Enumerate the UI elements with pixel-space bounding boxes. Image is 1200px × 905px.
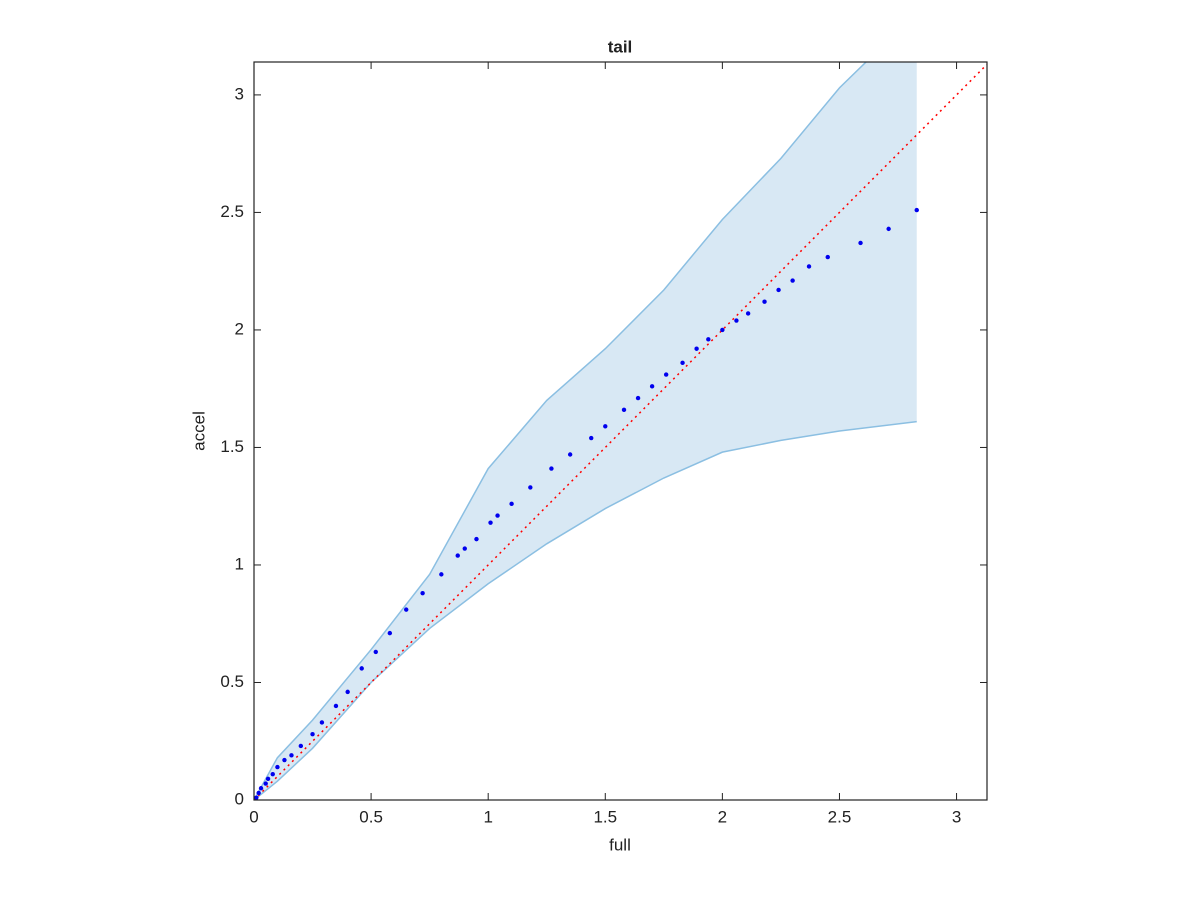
- data-point: [825, 254, 830, 260]
- y-tick-label: 0.5: [220, 672, 244, 691]
- data-point: [745, 311, 751, 316]
- data-point: [254, 795, 259, 800]
- data-point: [567, 452, 573, 457]
- data-point: [420, 590, 425, 596]
- x-tick-label: 0: [249, 807, 258, 826]
- data-point: [858, 240, 863, 246]
- x-tick-label: 0.5: [359, 807, 383, 826]
- data-point: [528, 485, 533, 490]
- data-point: [310, 731, 315, 737]
- axes-box: [253, 61, 988, 801]
- data-point: [474, 536, 479, 542]
- x-axis-label: full: [609, 835, 631, 854]
- data-point: [270, 771, 275, 777]
- x-tick-label: 1.5: [593, 807, 617, 826]
- band-upper-edge: [254, 62, 868, 800]
- data-point: [806, 264, 812, 269]
- data-point: [663, 372, 669, 377]
- y-tick-label: 0: [235, 789, 244, 808]
- y-axis-label: accel: [189, 411, 208, 451]
- band-lower-edge: [254, 420, 917, 800]
- data-point: [275, 764, 280, 770]
- data-point: [387, 630, 393, 636]
- data-point: [790, 278, 795, 283]
- data-point: [319, 720, 325, 725]
- data-point: [359, 666, 364, 671]
- y-tick-label: 2: [235, 319, 244, 338]
- data-point: [914, 207, 919, 213]
- x-tick-label: 2: [718, 807, 727, 826]
- data-point: [404, 607, 409, 612]
- y-tick-label: 2.5: [220, 202, 244, 221]
- data-point: [649, 384, 655, 389]
- data-point: [509, 501, 514, 507]
- y-tick-label: 3: [235, 84, 244, 103]
- data-point: [265, 776, 271, 782]
- data-point: [488, 520, 493, 525]
- confidence-band: [254, 62, 917, 800]
- data-point: [762, 299, 767, 304]
- data-point: [455, 553, 460, 558]
- data-point: [256, 790, 261, 796]
- data-point: [886, 226, 891, 232]
- data-point: [706, 337, 711, 342]
- x-tick-label: 1: [483, 807, 492, 826]
- data-point: [282, 757, 287, 763]
- y-tick-label: 1.5: [220, 437, 244, 456]
- data-point: [333, 703, 339, 709]
- chart-title: tail: [608, 37, 633, 56]
- data-point: [549, 466, 554, 471]
- data-point: [298, 743, 304, 749]
- data-point: [589, 435, 594, 441]
- data-point: [694, 346, 699, 351]
- data-point: [495, 513, 500, 518]
- data-point: [373, 649, 378, 655]
- data-point: [439, 572, 444, 577]
- reference-line: [254, 63, 987, 800]
- data-point: [462, 546, 467, 551]
- data-point: [720, 327, 725, 333]
- plot-area: [254, 62, 987, 800]
- x-tick-label: 2.5: [828, 807, 852, 826]
- data-point: [289, 753, 294, 758]
- data-point: [776, 287, 781, 293]
- data-point: [734, 318, 739, 323]
- data-point: [635, 395, 641, 401]
- y-tick-label: 1: [235, 554, 244, 573]
- x-tick-label: 3: [952, 807, 961, 826]
- data-point: [263, 781, 268, 786]
- data-point: [603, 424, 608, 429]
- data-point: [621, 407, 627, 413]
- data-point: [258, 786, 264, 791]
- data-point: [345, 689, 350, 695]
- data-point: [680, 360, 685, 366]
